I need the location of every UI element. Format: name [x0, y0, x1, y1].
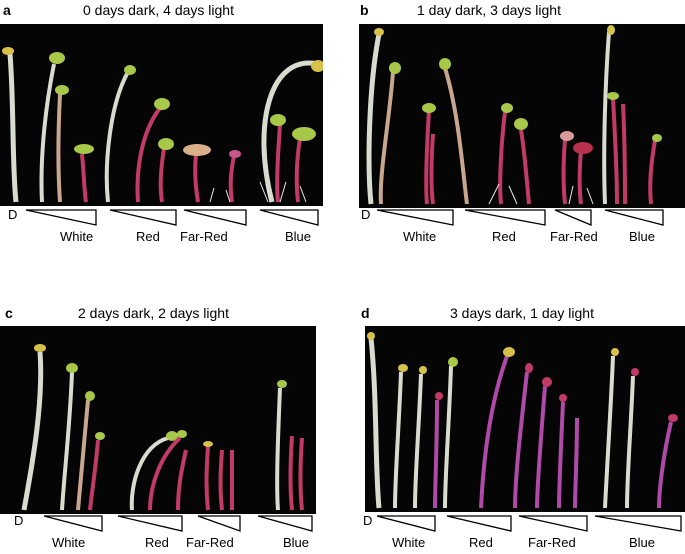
panel-letter: b [360, 2, 369, 18]
wedge-blue [604, 209, 664, 226]
seedlings-image [367, 332, 678, 509]
panel-title: 1 day dark, 3 days light [417, 2, 561, 18]
wedge-red [446, 515, 512, 532]
wedge-white [376, 515, 436, 532]
wedge-red [464, 209, 546, 226]
panel-title: 2 days dark, 2 days light [78, 305, 229, 321]
dark-label: D [363, 513, 373, 528]
seedling-photo [0, 326, 316, 514]
dark-label: D [14, 513, 24, 528]
treatment-red: Red [145, 535, 169, 550]
wedge-far-red [518, 515, 588, 532]
wedge-far-red [197, 515, 241, 532]
intensity-wedges [43, 515, 313, 532]
panel-d: d 3 days dark, 1 day light [357, 304, 685, 554]
treatment-far-red: Far-Red [550, 229, 598, 244]
treatment-far-red: Far-Red [180, 229, 228, 244]
seedling-photo [359, 24, 685, 208]
treatment-far-red: Far-Red [528, 535, 576, 550]
wedge-blue [259, 209, 319, 226]
treatment-white: White [60, 229, 94, 244]
treatment-labels: D White Red Far-Red Blue [357, 205, 685, 245]
panel-title: 3 days dark, 1 day light [450, 305, 594, 321]
panel-letter: d [361, 305, 370, 321]
treatment-blue: Blue [285, 229, 312, 244]
seedling-photo [0, 24, 323, 206]
treatment-white: White [392, 535, 426, 550]
wedge-white [43, 515, 103, 532]
treatment-red: Red [492, 229, 516, 244]
seedling-photo [365, 326, 685, 512]
seedlings-image [2, 47, 323, 203]
treatment-blue: Blue [283, 535, 310, 550]
wedge-far-red [554, 209, 592, 226]
treatment-labels: D White Red Far-Red Blue [357, 511, 685, 551]
dark-label: D [361, 207, 371, 222]
treatment-white: White [52, 535, 86, 550]
wedge-red [109, 209, 177, 226]
wedge-blue [257, 515, 313, 532]
panel-c: c 2 days dark, 2 days light [0, 304, 330, 554]
intensity-wedges [25, 209, 319, 226]
wedge-far-red [183, 209, 247, 226]
seedlings-image [21, 344, 304, 511]
wedge-red [117, 515, 183, 532]
treatment-white: White [403, 229, 437, 244]
treatment-blue: Blue [629, 535, 656, 550]
wedge-blue [594, 515, 682, 532]
intensity-wedges [376, 515, 682, 532]
wedge-white [376, 209, 454, 226]
panel-a: a 0 days dark, 4 days light [0, 0, 330, 260]
seedlings-image [366, 25, 662, 205]
intensity-wedges [376, 209, 664, 226]
treatment-blue: Blue [629, 229, 656, 244]
panel-title: 0 days dark, 4 days light [83, 2, 234, 18]
panel-letter: c [5, 305, 13, 321]
treatment-far-red: Far-Red [186, 535, 234, 550]
panel-letter: a [3, 2, 11, 18]
treatment-red: Red [469, 535, 493, 550]
wedge-white [25, 209, 97, 226]
dark-label: D [8, 207, 18, 222]
panel-b: b 1 day dark, 3 days light [357, 0, 685, 260]
treatment-red: Red [136, 229, 160, 244]
treatment-labels: D White Red Far-Red Blue [0, 205, 330, 245]
treatment-labels: D White Red Far-Red Blue [0, 511, 330, 551]
